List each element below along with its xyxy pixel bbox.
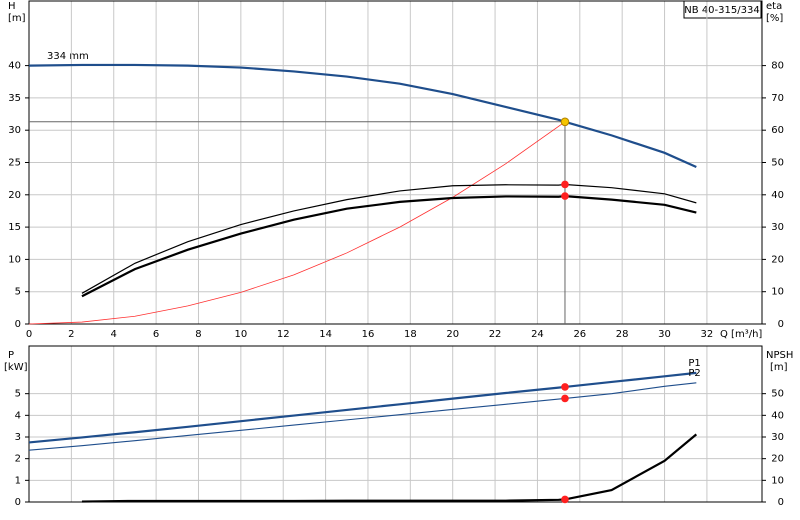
duty-point xyxy=(561,180,569,189)
y2-tick-label: 20 xyxy=(771,254,784,265)
y-tick-label: 5 xyxy=(15,389,21,400)
y2-tick-label: 20 xyxy=(771,454,784,465)
series-line xyxy=(28,63,697,169)
y-tick-label: 4 xyxy=(15,410,21,421)
x-tick-label: 24 xyxy=(531,329,544,340)
y-tick-label: 25 xyxy=(8,158,21,169)
x-label: Q [m³/h] xyxy=(720,329,762,340)
annotation: 334 mm xyxy=(47,51,89,62)
y2-tick-label: 30 xyxy=(771,222,784,233)
y-tick-label: 15 xyxy=(8,222,21,233)
y2-tick-label: 60 xyxy=(771,125,784,136)
y-tick-label: 10 xyxy=(8,254,21,265)
x-tick-label: 8 xyxy=(195,329,201,340)
x-tick-label: 6 xyxy=(153,329,159,340)
y2-tick-label: 50 xyxy=(771,389,784,400)
y-tick-label: 2 xyxy=(15,454,21,465)
y-tick-label: 35 xyxy=(8,93,21,104)
y2-tick-label: 10 xyxy=(771,287,784,298)
x-tick-label: 28 xyxy=(616,329,629,340)
x-tick-label: 0 xyxy=(26,329,32,340)
y2-tick-label: 40 xyxy=(771,190,784,201)
x-tick-label: 14 xyxy=(319,329,332,340)
y-unit: [kW] xyxy=(4,362,28,373)
y2-unit: [%] xyxy=(766,13,783,24)
x-tick-label: 30 xyxy=(658,329,671,340)
x-tick-label: 4 xyxy=(111,329,117,340)
y-tick-label: 1 xyxy=(15,475,21,486)
series-line xyxy=(28,121,566,325)
y-tick-label: 3 xyxy=(15,432,21,443)
y2-label: NPSH xyxy=(766,350,793,361)
x-tick-label: 20 xyxy=(446,329,459,340)
duty-point xyxy=(561,495,569,504)
series-line xyxy=(28,371,697,444)
y2-tick-label: 50 xyxy=(771,158,784,169)
legend-title: NB 40-315/334 xyxy=(684,5,759,16)
y2-unit: [m] xyxy=(770,362,788,373)
y2-tick-label: 80 xyxy=(771,61,784,72)
y-label: P xyxy=(8,350,14,361)
y2-tick-label: 0 xyxy=(778,319,784,330)
y-tick-label: 0 xyxy=(15,319,21,330)
duty-point xyxy=(561,192,569,200)
y-tick-label: 20 xyxy=(8,190,21,201)
x-tick-label: 26 xyxy=(573,329,586,340)
series-line xyxy=(81,183,697,294)
y2-tick-label: 40 xyxy=(771,410,784,421)
series-line xyxy=(81,194,697,298)
x-tick-label: 32 xyxy=(701,329,714,340)
duty-point xyxy=(560,117,570,127)
y2-label: eta xyxy=(766,1,782,12)
x-tick-label: 22 xyxy=(489,329,502,340)
plot-frame xyxy=(28,0,763,325)
y-label: H xyxy=(8,1,16,12)
y2-tick-label: 70 xyxy=(771,93,784,104)
y-tick-label: 30 xyxy=(8,125,21,136)
y-tick-label: 0 xyxy=(15,497,21,508)
x-tick-label: 10 xyxy=(234,329,247,340)
y-tick-label: 5 xyxy=(15,287,21,298)
series-label: P2 xyxy=(688,368,700,379)
x-tick-label: 18 xyxy=(404,329,417,340)
series-line xyxy=(81,433,698,503)
y-unit: [m] xyxy=(8,13,26,24)
x-tick-label: 2 xyxy=(68,329,74,340)
y2-tick-label: 30 xyxy=(771,432,784,443)
x-tick-label: 12 xyxy=(277,329,290,340)
plot-frame xyxy=(28,345,763,503)
y2-tick-label: 10 xyxy=(771,475,784,486)
series-label: P1 xyxy=(688,358,700,369)
series-line xyxy=(28,382,697,451)
y2-tick-label: 0 xyxy=(778,497,784,508)
duty-point xyxy=(561,394,569,403)
x-tick-label: 16 xyxy=(362,329,375,340)
y-tick-label: 40 xyxy=(8,61,21,72)
duty-point xyxy=(561,383,569,391)
